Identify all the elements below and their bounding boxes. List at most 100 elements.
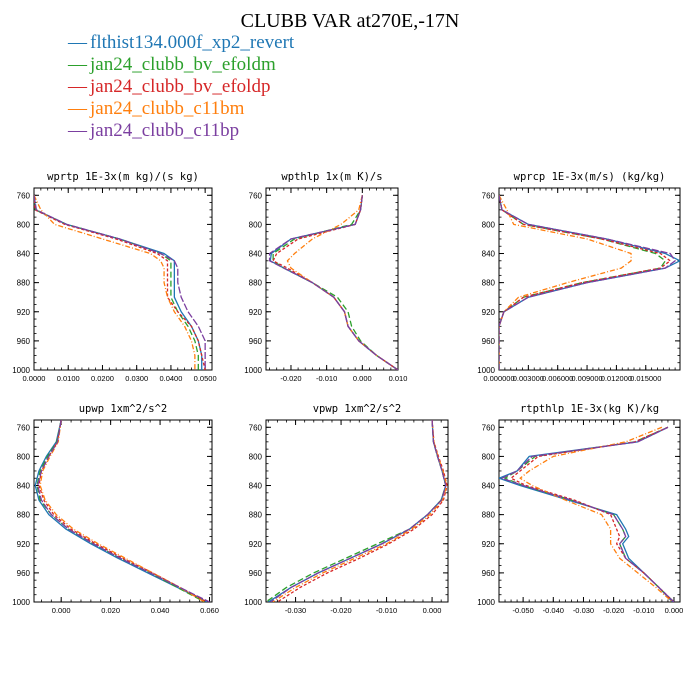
chart-panel: rtpthlp 1E-3x(kg K)/kg 760 800 840 880 920 960…	[477, 403, 683, 615]
x-tick-label: 0.006000	[542, 374, 573, 383]
legend: — flthist134.000f_xp2_revert— jan24_clubb_…	[67, 32, 295, 141]
series-group	[268, 195, 398, 370]
y-tick-label: 1000	[12, 366, 30, 375]
y-tick-label: 800	[482, 220, 496, 229]
x-tick-label: 0.0200	[91, 374, 114, 383]
x-tick-label: 0.009000	[571, 374, 602, 383]
x-tick-label: 0.000	[423, 606, 442, 615]
x-tick-label: 0.015000	[630, 374, 661, 383]
series-line	[34, 195, 196, 370]
legend-label: jan24_clubb_bv_efoldm	[89, 54, 276, 75]
x-tick-label: -0.020	[603, 606, 624, 615]
legend-marker: —	[67, 120, 88, 141]
y-tick-label: 1000	[244, 598, 262, 607]
legend-entry: — jan24_clubb_c11bp	[67, 120, 239, 141]
series-group	[499, 194, 680, 370]
series-line	[272, 420, 448, 602]
y-tick-label: 800	[482, 452, 496, 461]
x-tick-label: 0.000	[665, 606, 684, 615]
series-group	[266, 420, 448, 602]
x-tick-label: 0.0100	[57, 374, 80, 383]
y-tick-label: 800	[17, 220, 31, 229]
x-tick-label: 0.060	[200, 606, 219, 615]
plot-frame	[33, 187, 213, 371]
y-tick-label: 840	[482, 482, 496, 491]
x-tick-label: 0.010	[389, 374, 408, 383]
legend-entry: — jan24_clubb_bv_efoldm	[67, 54, 276, 75]
y-tick-label: 960	[482, 337, 496, 346]
series-line	[499, 194, 632, 370]
panel-title: rtpthlp 1E-3x(kg K)/kg	[520, 403, 659, 415]
legend-marker: —	[67, 76, 88, 97]
x-tick-label: 0.000	[353, 374, 372, 383]
y-tick-label: 960	[17, 569, 31, 578]
y-tick-label: 880	[17, 279, 31, 288]
y-tick-label: 760	[249, 423, 263, 432]
panel-title: vpwp 1xm^2/s^2	[313, 403, 402, 415]
y-tick-label: 920	[17, 308, 31, 317]
x-tick-label: -0.020	[330, 606, 351, 615]
series-line	[519, 426, 673, 602]
legend-label: jan24_clubb_c11bm	[89, 98, 245, 119]
series-line	[38, 420, 208, 602]
y-tick-label: 1000	[477, 366, 495, 375]
x-tick-label: 0.0300	[125, 374, 148, 383]
series-line	[266, 420, 447, 602]
chart-panel: wprcp 1E-3x(m/s) (kg/kg) 760 800 840 880 920 9…	[477, 171, 681, 383]
series-line	[277, 420, 448, 602]
legend-marker: —	[67, 98, 88, 119]
y-tick-label: 840	[482, 250, 496, 259]
x-tick-label: -0.050	[512, 606, 533, 615]
series-group	[34, 195, 206, 370]
y-tick-label: 800	[249, 220, 263, 229]
y-tick-label: 840	[249, 250, 263, 259]
series-line	[34, 420, 208, 602]
x-tick-label: 0.003000	[513, 374, 544, 383]
panels: wprtp 1E-3x(m kg)/(s kg) 760 800 840 880 920 9…	[12, 171, 683, 615]
series-group	[499, 426, 675, 602]
series-line	[272, 195, 398, 370]
series-line	[504, 426, 675, 602]
series-line	[499, 195, 676, 370]
y-tick-label: 920	[17, 540, 31, 549]
chart-panel: upwp 1xm^2/s^2 760 800 840 880 920 960 1000 0.00…	[12, 403, 219, 615]
x-tick-label: 0.000000	[483, 374, 514, 383]
y-tick-label: 760	[482, 423, 496, 432]
y-tick-label: 960	[482, 569, 496, 578]
x-tick-label: 0.0000	[23, 374, 46, 383]
series-line	[501, 426, 675, 602]
y-tick-label: 800	[249, 452, 263, 461]
plot-frame	[498, 187, 681, 371]
y-tick-label: 840	[17, 482, 31, 491]
x-tick-label: 0.040	[151, 606, 170, 615]
y-tick-label: 880	[17, 511, 31, 520]
y-tick-label: 760	[482, 191, 496, 200]
y-tick-label: 880	[249, 279, 263, 288]
figure-title: CLUBB VAR at270E,-17N	[241, 10, 460, 32]
series-line	[267, 420, 447, 602]
y-tick-label: 1000	[12, 598, 30, 607]
x-tick-label: -0.010	[633, 606, 654, 615]
plot-frame	[265, 187, 399, 371]
series-line	[36, 420, 205, 602]
series-line	[268, 195, 398, 370]
series-line	[499, 195, 671, 370]
x-tick-label: 0.020	[101, 606, 120, 615]
y-tick-label: 920	[249, 540, 263, 549]
x-tick-label: -0.030	[285, 606, 306, 615]
x-tick-label: 0.012000	[601, 374, 632, 383]
series-line	[272, 195, 398, 370]
x-tick-label: -0.040	[543, 606, 564, 615]
series-line	[34, 195, 206, 370]
panel-title: wprcp 1E-3x(m/s) (kg/kg)	[514, 171, 666, 183]
legend-label: jan24_clubb_bv_efoldp	[89, 76, 270, 97]
legend-label: jan24_clubb_c11bp	[89, 120, 239, 141]
series-line	[270, 420, 447, 602]
y-tick-label: 760	[249, 191, 263, 200]
legend-entry: — jan24_clubb_bv_efoldp	[67, 76, 270, 97]
series-line	[510, 426, 675, 602]
legend-label: flthist134.000f_xp2_revert	[90, 32, 295, 53]
x-tick-label: 0.0500	[194, 374, 217, 383]
y-tick-label: 1000	[477, 598, 495, 607]
